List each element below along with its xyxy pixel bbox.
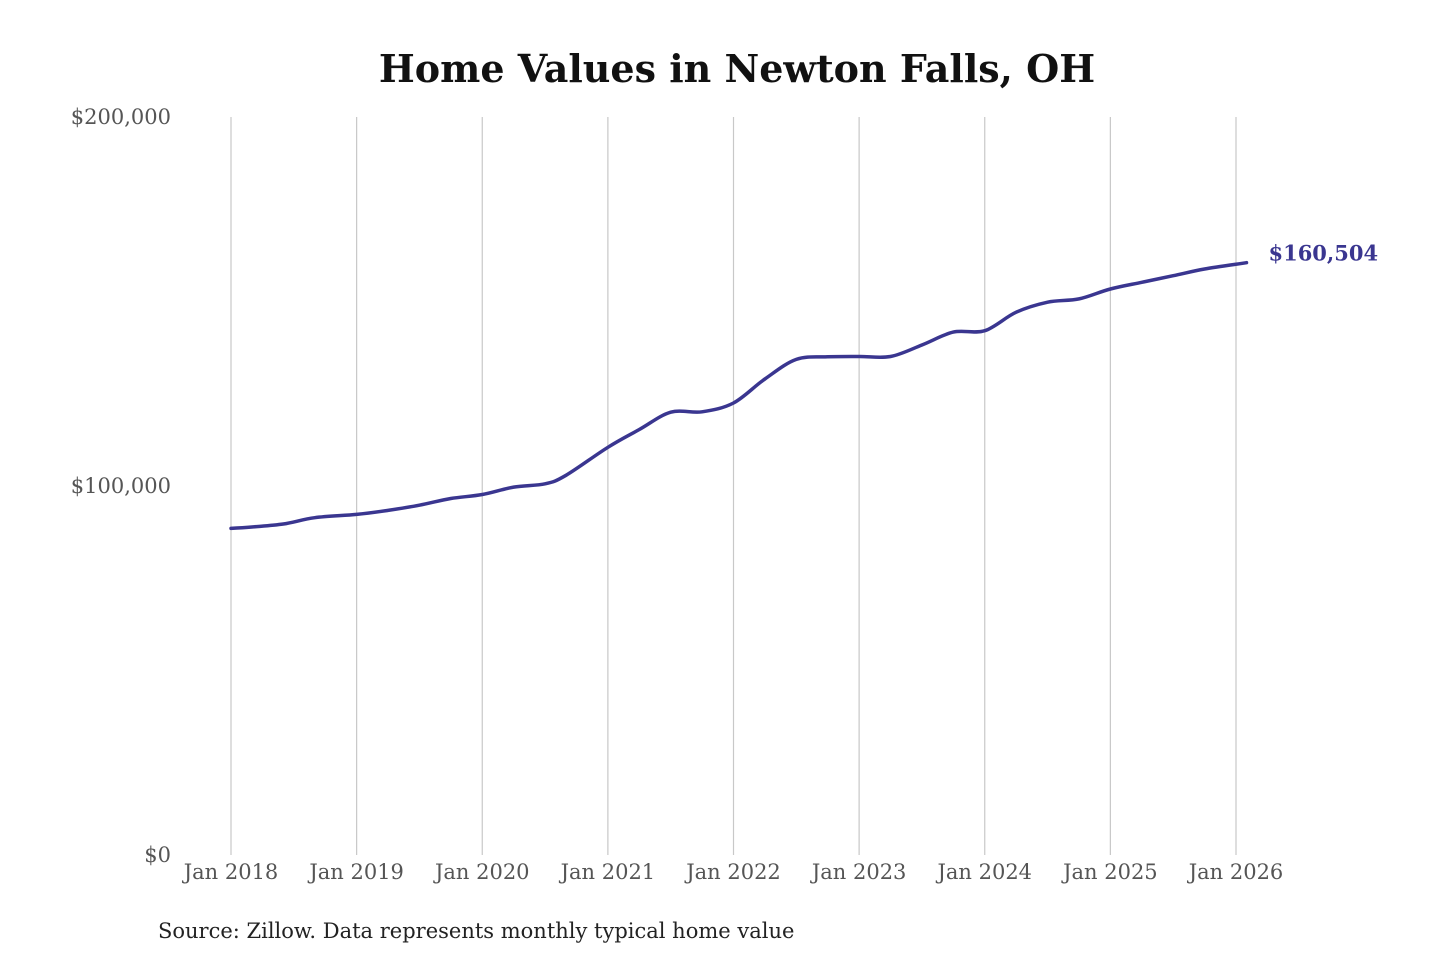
x-tick-label: Jan 2018 (182, 860, 279, 884)
end-value-label: $160,504 (1268, 241, 1378, 266)
y-tick-label: $200,000 (71, 105, 171, 129)
y-axis-ticks: $0 $100,000 $200,000 (71, 105, 171, 867)
x-tick-label: Jan 2023 (810, 860, 907, 884)
x-tick-label: Jan 2022 (684, 860, 781, 884)
y-tick-label: $0 (144, 843, 171, 867)
source-note: Source: Zillow. Data represents monthly … (158, 919, 794, 943)
chart-title: Home Values in Newton Falls, OH (379, 46, 1095, 91)
x-tick-label: Jan 2026 (1187, 860, 1284, 884)
x-tick-label: Jan 2019 (307, 860, 404, 884)
x-axis-ticks: Jan 2018 Jan 2019 Jan 2020 Jan 2021 Jan 2022… (182, 860, 1284, 884)
x-tick-label: Jan 2024 (935, 860, 1032, 884)
x-tick-label: Jan 2021 (559, 860, 656, 884)
x-tick-label: Jan 2025 (1061, 860, 1158, 884)
series-line-0 (229, 260, 1249, 531)
x-tick-label: Jan 2020 (433, 860, 530, 884)
series-layer: $160,504 (229, 241, 1378, 531)
y-tick-label: $100,000 (71, 474, 171, 498)
gridlines (230, 117, 1237, 855)
